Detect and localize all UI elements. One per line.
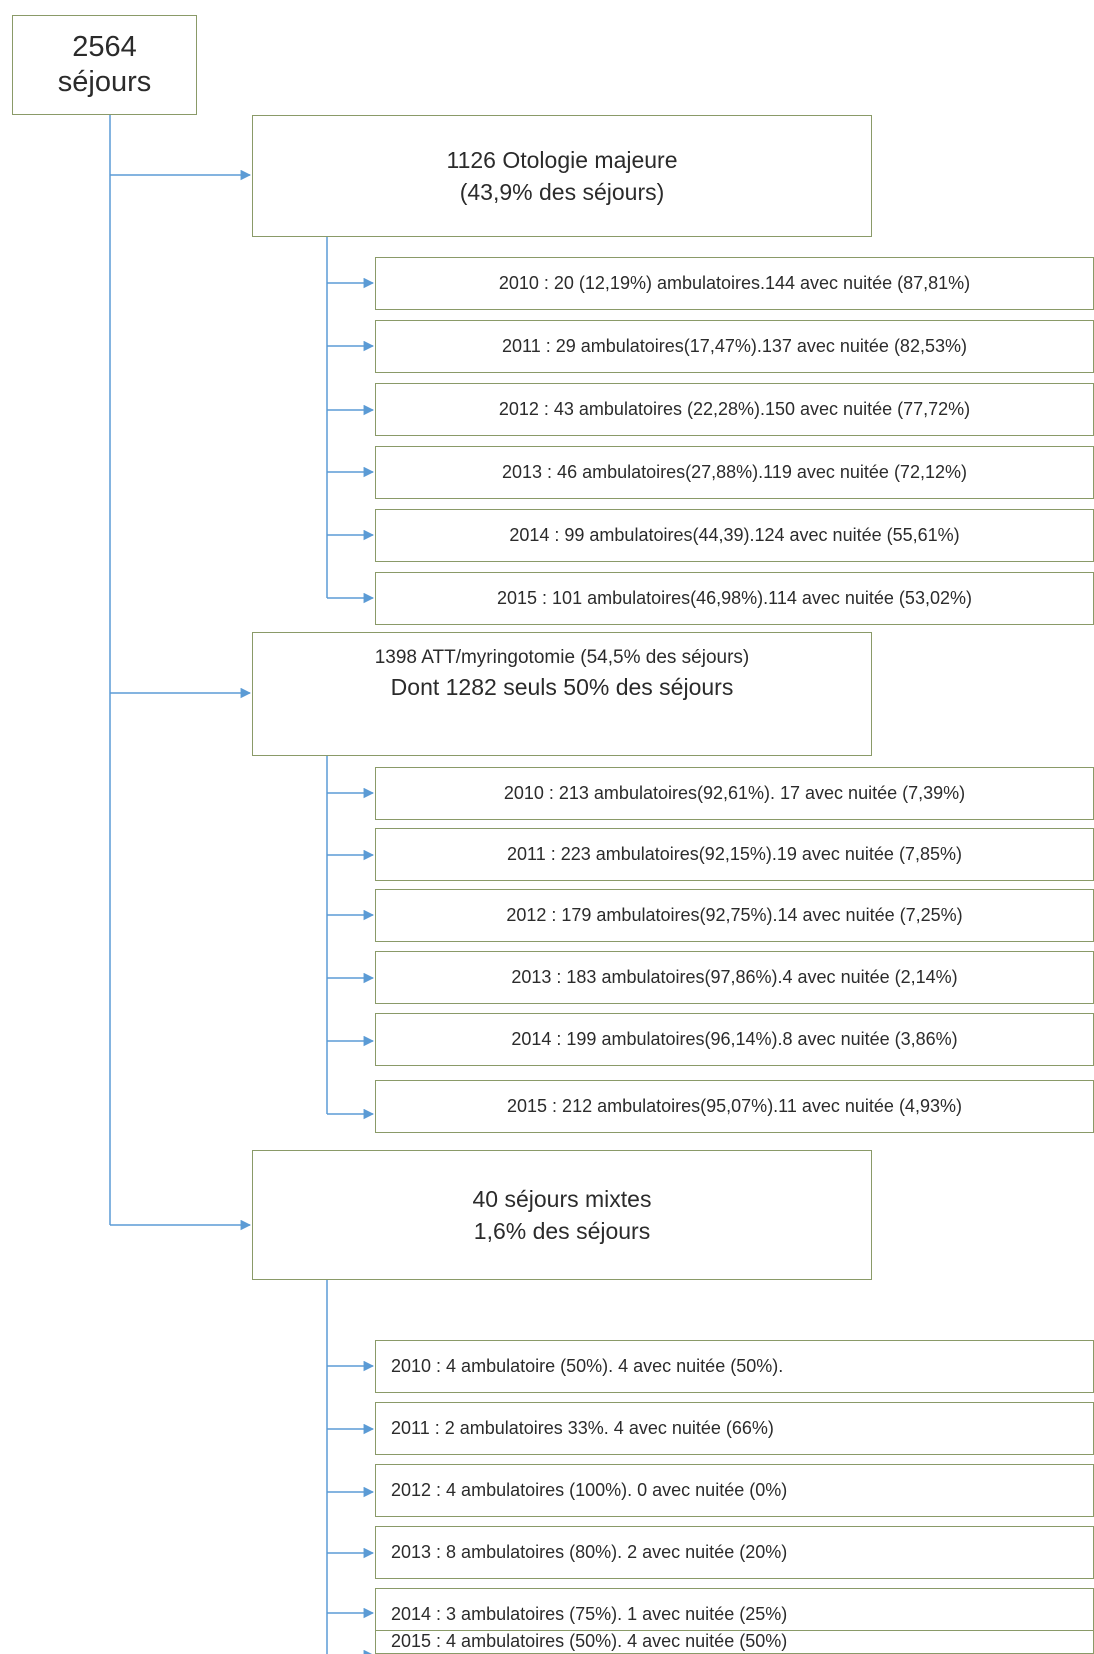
year-text: 2015 : 101 ambulatoires(46,98%).114 avec…	[497, 588, 972, 608]
root-count: 2564	[72, 31, 137, 63]
year-text: 2014 : 99 ambulatoires(44,39).124 avec n…	[509, 525, 960, 545]
year-text: 2011 : 223 ambulatoires(92,15%).19 avec …	[507, 844, 962, 864]
year-node-2010: 2010 : 4 ambulatoire (50%). 4 avec nuité…	[375, 1340, 1094, 1393]
year-node-2012: 2012 : 4 ambulatoires (100%). 0 avec nui…	[375, 1464, 1094, 1517]
group-otologie-majeure: 1126 Otologie majeure (43,9% des séjours…	[252, 115, 872, 237]
root-node: 2564 séjours	[12, 15, 197, 115]
year-text: 2013 : 183 ambulatoires(97,86%).4 avec n…	[511, 967, 958, 987]
year-node-2011: 2011 : 223 ambulatoires(92,15%).19 avec …	[375, 828, 1094, 881]
year-text: 2014 : 199 ambulatoires(96,14%).8 avec n…	[511, 1029, 958, 1049]
year-text: 2013 : 46 ambulatoires(27,88%).119 avec …	[502, 462, 967, 482]
year-text: 2010 : 4 ambulatoire (50%). 4 avec nuité…	[391, 1356, 784, 1376]
year-text: 2012 : 179 ambulatoires(92,75%).14 avec …	[506, 905, 963, 925]
year-node-2011: 2011 : 2 ambulatoires 33%. 4 avec nuitée…	[375, 1402, 1094, 1455]
group-sejours-mixtes: 40 séjours mixtes 1,6% des séjours	[252, 1150, 872, 1280]
root-label: séjours	[57, 66, 152, 98]
year-text: 2015 : 4 ambulatoires (50%). 4 avec nuit…	[391, 1631, 788, 1651]
year-node-2013: 2013 : 183 ambulatoires(97,86%).4 avec n…	[375, 951, 1094, 1004]
group-share: 1,6% des séjours	[473, 1218, 651, 1244]
year-node-2014: 2014 : 99 ambulatoires(44,39).124 avec n…	[375, 509, 1094, 562]
year-node-2010: 2010 : 213 ambulatoires(92,61%). 17 avec…	[375, 767, 1094, 820]
year-node-2015: 2015 : 4 ambulatoires (50%). 4 avec nuit…	[375, 1630, 1094, 1654]
year-text: 2015 : 212 ambulatoires(95,07%).11 avec …	[507, 1096, 962, 1116]
year-text: 2012 : 43 ambulatoires (22,28%).150 avec…	[498, 399, 971, 419]
group-share: Dont 1282 seuls 50% des séjours	[390, 674, 734, 700]
year-text: 2010 : 20 (12,19%) ambulatoires.144 avec…	[498, 273, 971, 293]
year-text: 2013 : 8 ambulatoires (80%). 2 avec nuit…	[391, 1542, 788, 1562]
group-title: 1126 Otologie majeure	[446, 147, 678, 173]
year-text: 2014 : 3 ambulatoires (75%). 1 avec nuit…	[391, 1604, 788, 1624]
year-node-2013: 2013 : 8 ambulatoires (80%). 2 avec nuit…	[375, 1526, 1094, 1579]
group-title: 1398 ATT/myringotomie (54,5% des séjours…	[374, 647, 750, 668]
year-node-2014: 2014 : 199 ambulatoires(96,14%).8 avec n…	[375, 1013, 1094, 1066]
year-node-2011: 2011 : 29 ambulatoires(17,47%).137 avec …	[375, 320, 1094, 373]
year-node-2010: 2010 : 20 (12,19%) ambulatoires.144 avec…	[375, 257, 1094, 310]
year-text: 2011 : 29 ambulatoires(17,47%).137 avec …	[502, 336, 967, 356]
year-text: 2012 : 4 ambulatoires (100%). 0 avec nui…	[391, 1480, 788, 1500]
group-share: (43,9% des séjours)	[459, 179, 665, 205]
group-title: 40 séjours mixtes	[472, 1186, 652, 1212]
year-node-2012: 2012 : 43 ambulatoires (22,28%).150 avec…	[375, 383, 1094, 436]
year-text: 2011 : 2 ambulatoires 33%. 4 avec nuitée…	[391, 1418, 774, 1438]
year-text: 2010 : 213 ambulatoires(92,61%). 17 avec…	[503, 783, 966, 803]
year-node-2015: 2015 : 212 ambulatoires(95,07%).11 avec …	[375, 1080, 1094, 1133]
year-node-2015: 2015 : 101 ambulatoires(46,98%).114 avec…	[375, 572, 1094, 625]
year-node-2013: 2013 : 46 ambulatoires(27,88%).119 avec …	[375, 446, 1094, 499]
year-node-2012: 2012 : 179 ambulatoires(92,75%).14 avec …	[375, 889, 1094, 942]
group-att-myringotomie: 1398 ATT/myringotomie (54,5% des séjours…	[252, 632, 872, 756]
